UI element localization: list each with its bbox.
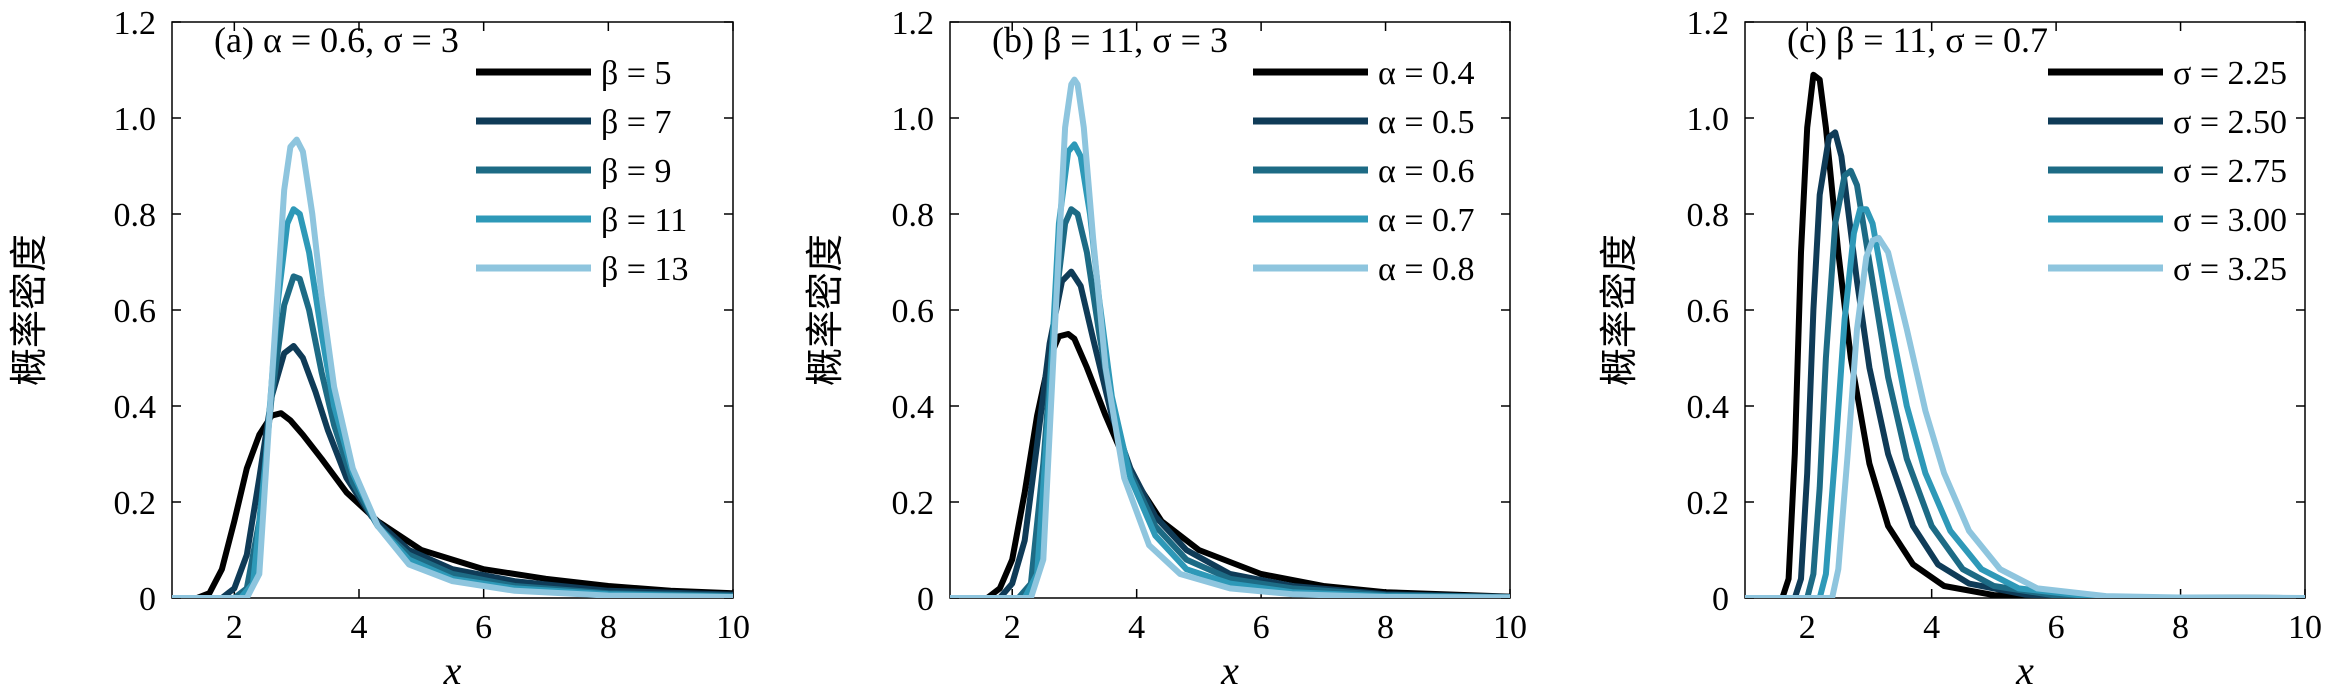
x-tick-label: 8 (2172, 609, 2189, 646)
legend-label: β = 5 (601, 55, 671, 92)
y-tick-label: 1.2 (892, 5, 935, 42)
x-tick-label: 4 (1923, 609, 1940, 646)
x-tick-label: 6 (1253, 609, 1270, 646)
x-tick-label: 10 (2288, 609, 2322, 646)
x-tick-label: 8 (1377, 609, 1394, 646)
x-axis-label: x (443, 648, 462, 693)
series-line-5 (172, 136, 733, 598)
y-axis-label: 概率密度 (1599, 234, 1641, 386)
y-tick-label: 1.2 (114, 5, 157, 42)
series-line-5 (950, 76, 1510, 598)
y-axis-label: 概率密度 (9, 234, 51, 386)
legend-label: β = 13 (601, 251, 688, 288)
series-line-2 (172, 343, 733, 598)
x-tick-label: 8 (600, 609, 617, 646)
series-line-1 (1745, 71, 2305, 598)
y-tick-label: 0.8 (892, 197, 935, 234)
legend-label: β = 9 (601, 153, 671, 190)
legend-label: α = 0.8 (1378, 251, 1475, 288)
legend-label: α = 0.4 (1378, 55, 1475, 92)
legend: α = 0.4 α = 0.5 α = 0.6 α = 0.7 α = 0.8 (1253, 55, 1475, 288)
y-tick-label: 0.2 (892, 485, 935, 522)
y-tick-label: 0 (917, 581, 934, 618)
y-tick-label: 0 (139, 581, 156, 618)
legend-label: σ = 2.25 (2173, 55, 2287, 92)
y-tick-label: 1.2 (1687, 5, 1730, 42)
legend-label: α = 0.5 (1378, 104, 1475, 141)
y-tick-label: 1.0 (1687, 101, 1730, 138)
x-tick-label: 2 (1799, 609, 1816, 646)
legend-label: σ = 2.50 (2173, 104, 2287, 141)
y-tick-label: 0.6 (114, 293, 157, 330)
y-tick-label: 0 (1712, 581, 1729, 618)
y-tick-label: 0.4 (892, 389, 935, 426)
y-tick-label: 0.8 (114, 197, 157, 234)
x-tick-label: 10 (1493, 609, 1527, 646)
x-tick-label: 4 (1128, 609, 1145, 646)
y-tick-label: 0.2 (114, 485, 157, 522)
series-line-5 (1745, 235, 2305, 598)
y-axis-label: 概率密度 (805, 234, 847, 386)
legend: σ = 2.25 σ = 2.50 σ = 2.75 σ = 3.00 σ = 3.25 (2048, 55, 2287, 288)
panel-title: (c) β = 11, σ = 0.7 (1787, 20, 2048, 60)
legend-label: α = 0.7 (1378, 202, 1475, 239)
y-tick-label: 0.2 (1687, 485, 1730, 522)
x-tick-label: 10 (716, 609, 750, 646)
x-tick-label: 6 (475, 609, 492, 646)
chart-panel-1: 2 4 6 8 10 0 0.2 0.4 0.6 0.8 1.0 1.2 x 概率密度 (a) α = 0.… (9, 5, 750, 693)
series-line-2 (950, 268, 1510, 598)
legend-label: σ = 3.00 (2173, 202, 2287, 239)
x-tick-label: 2 (226, 609, 243, 646)
y-tick-label: 0.6 (1687, 293, 1730, 330)
x-axis-label: x (1220, 648, 1239, 693)
x-tick-label: 6 (2048, 609, 2065, 646)
legend-label: σ = 2.75 (2173, 153, 2287, 190)
y-tick-label: 1.0 (114, 101, 157, 138)
series-line-3 (1745, 167, 2305, 598)
x-tick-label: 2 (1004, 609, 1021, 646)
legend-label: β = 11 (601, 202, 687, 239)
x-axis-label: x (2015, 648, 2034, 693)
series-line-1 (950, 331, 1510, 598)
panel-title: (a) α = 0.6, σ = 3 (214, 20, 459, 60)
y-tick-label: 0.4 (114, 389, 157, 426)
series-line-1 (172, 410, 733, 598)
chart-panel-2: 2 4 6 8 10 0 0.2 0.4 0.6 0.8 1.0 1.2 x 概率密度 (b) β = 11… (805, 5, 1527, 693)
legend-label: α = 0.6 (1378, 153, 1475, 190)
series-line-2 (1745, 129, 2305, 598)
legend: β = 5 β = 7 β = 9 β = 11 β = 13 (476, 55, 688, 288)
legend-label: σ = 3.25 (2173, 251, 2287, 288)
y-tick-label: 1.0 (892, 101, 935, 138)
y-tick-label: 0.4 (1687, 389, 1730, 426)
y-tick-label: 0.6 (892, 293, 935, 330)
series-line-4 (1745, 206, 2305, 598)
chart-panel-3: 2 4 6 8 10 0 0.2 0.4 0.6 0.8 1.0 1.2 x 概率密度 (c) β = 11… (1599, 5, 2322, 693)
y-tick-label: 0.8 (1687, 197, 1730, 234)
legend-label: β = 7 (601, 104, 671, 141)
x-tick-label: 4 (351, 609, 368, 646)
panel-title: (b) β = 11, σ = 3 (992, 20, 1228, 60)
